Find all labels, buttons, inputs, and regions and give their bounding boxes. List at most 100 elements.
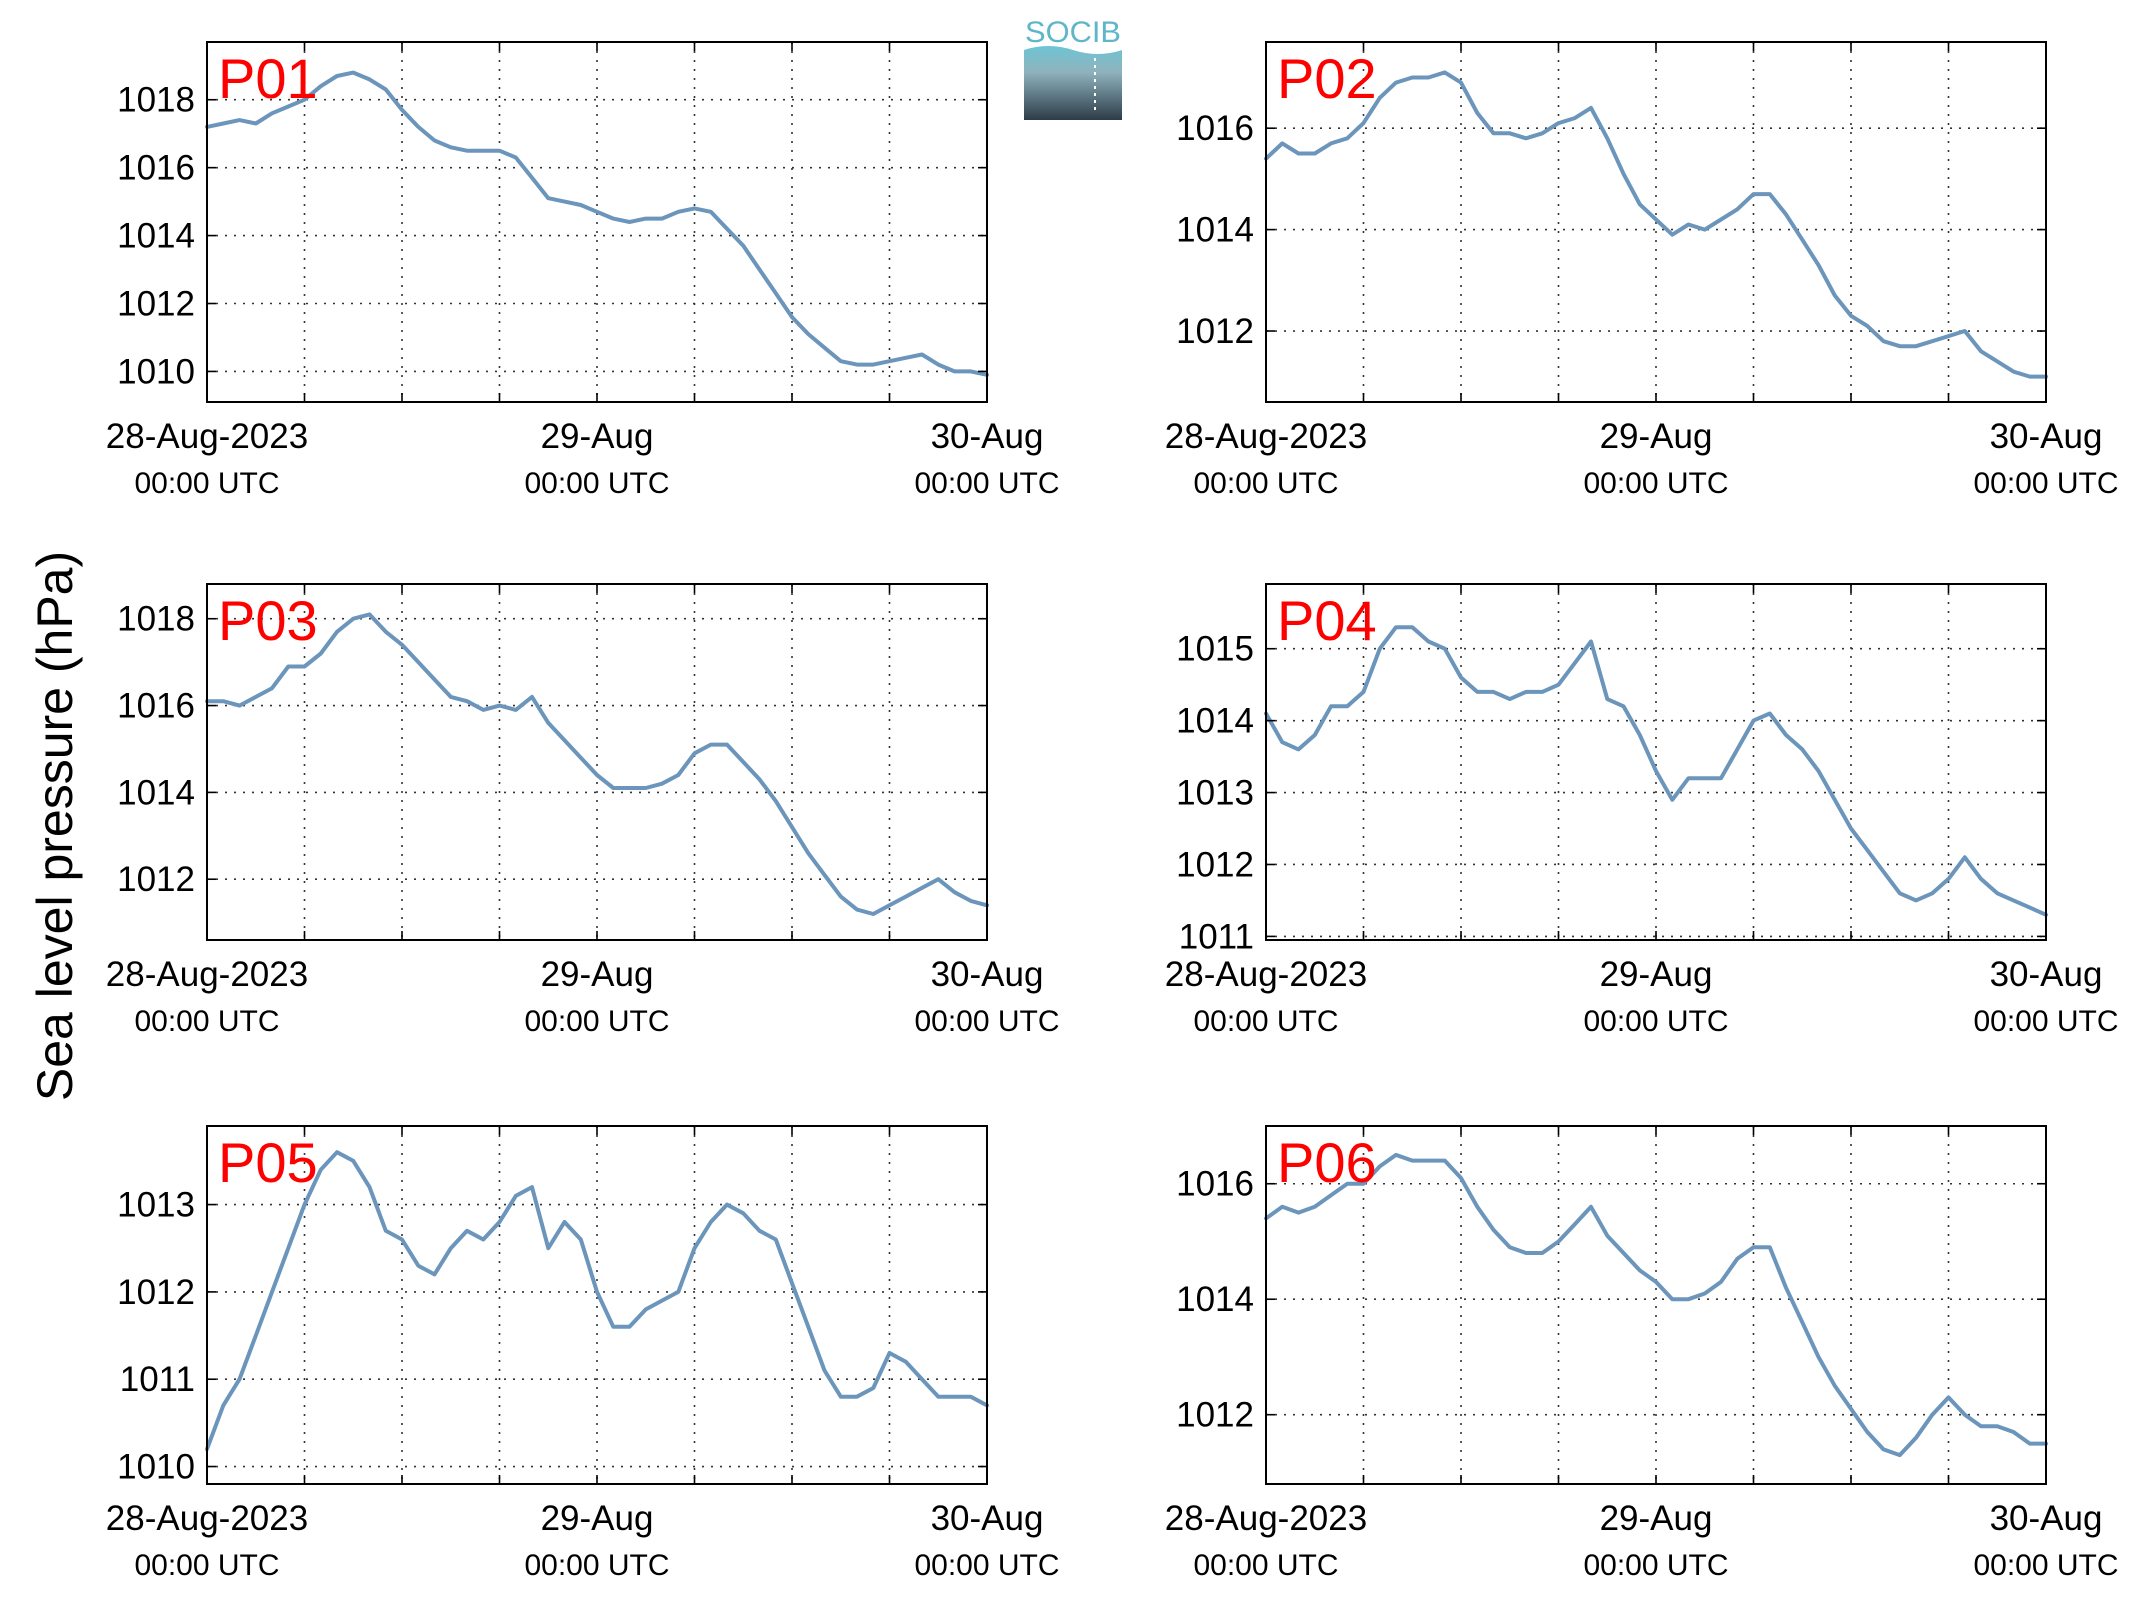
data-point [547, 197, 550, 200]
data-point [1297, 748, 1300, 751]
data-point [1313, 1205, 1316, 1208]
data-point [1801, 748, 1804, 751]
data-point [1898, 1454, 1901, 1457]
data-point [1330, 1194, 1333, 1197]
axes-frame [206, 1125, 988, 1485]
axes-frame [206, 41, 988, 403]
y-tick-label: 1016 [1176, 1165, 1254, 1204]
data-point [1996, 892, 1999, 895]
data-point [726, 227, 729, 230]
data-point [612, 787, 615, 790]
data-point [644, 787, 647, 790]
plot-area [207, 1126, 987, 1484]
x-tick-label-time: 00:00 UTC [1973, 1549, 2118, 1582]
data-point [1590, 1205, 1593, 1208]
data-point [1492, 690, 1495, 693]
data-point [1508, 698, 1511, 701]
series-line-p06 [1264, 1152, 2048, 1458]
data-point [1882, 870, 1885, 873]
data-point [1362, 690, 1365, 693]
data-point [466, 149, 469, 152]
data-point [1508, 1246, 1511, 1249]
data-point [839, 1395, 842, 1398]
y-tick-label: 1010 [117, 352, 195, 391]
x-tick-label-time: 00:00 UTC [1583, 1005, 1728, 1038]
plot-area [1266, 584, 2046, 940]
data-point [596, 210, 599, 213]
data-point [1752, 193, 1755, 196]
data-point [1476, 690, 1479, 693]
data-point [1671, 1298, 1674, 1301]
data-point [336, 1151, 339, 1154]
data-point [417, 661, 420, 664]
data-point [1898, 892, 1901, 895]
data-point [693, 752, 696, 755]
data-point [709, 743, 712, 746]
data-point [449, 1247, 452, 1250]
data-point [856, 1395, 859, 1398]
data-point [1297, 152, 1300, 155]
data-point [953, 370, 956, 373]
data-point [1476, 112, 1479, 115]
data-point [839, 360, 842, 363]
data-point [1947, 1396, 1950, 1399]
data-point [238, 119, 241, 122]
data-point [677, 210, 680, 213]
data-point [1898, 345, 1901, 348]
axes-frame [1265, 41, 2047, 403]
data-point [1638, 203, 1641, 206]
data-point [1785, 1286, 1788, 1289]
data-point [1980, 1425, 1983, 1428]
data-point [856, 363, 859, 366]
data-point [1427, 640, 1430, 643]
data-point [1638, 734, 1641, 737]
data-point [1525, 137, 1528, 140]
data-point [498, 1221, 501, 1224]
chart-panel-p04: 1011 1012 1013 1014 1015 28-Aug-2023 00:00 UTC… [1165, 583, 2119, 1038]
y-tick-label: 1014 [117, 773, 195, 812]
data-point [1427, 76, 1430, 79]
data-point [1573, 117, 1576, 120]
data-point [1768, 1246, 1771, 1249]
data-point [823, 1369, 826, 1372]
data-point [238, 1378, 241, 1381]
data-point [384, 88, 387, 91]
data-point [547, 1247, 550, 1250]
x-tick-label-time: 00:00 UTC [524, 467, 669, 500]
data-point [953, 1395, 956, 1398]
data-point [2028, 1442, 2031, 1445]
data-point [1492, 132, 1495, 135]
data-point [254, 122, 257, 125]
data-point [1443, 71, 1446, 74]
data-point [1655, 218, 1658, 221]
chart-panel-p05: 1010 1011 1012 1013 28-Aug-2023 00:00 UTC 29-A… [106, 1125, 1060, 1582]
y-tick-label: 1016 [117, 687, 195, 726]
data-point [1655, 770, 1658, 773]
data-point [401, 643, 404, 646]
data-point [1508, 132, 1511, 135]
data-point [904, 356, 907, 359]
data-point [1736, 1257, 1739, 1260]
data-point [1557, 683, 1560, 686]
data-point [1768, 712, 1771, 715]
data-point [1460, 676, 1463, 679]
panel-label: P01 [218, 47, 318, 110]
data-point [514, 1194, 517, 1197]
data-point [1590, 640, 1593, 643]
data-point [563, 200, 566, 203]
data-point [368, 613, 371, 616]
data-point [921, 1378, 924, 1381]
data-point [758, 268, 761, 271]
data-point [547, 721, 550, 724]
data-point [319, 1168, 322, 1171]
data-point [1525, 1252, 1528, 1255]
socib-logo: SOCIB [1024, 16, 1122, 120]
x-tick-label-date: 29-Aug [1600, 955, 1713, 994]
data-point [579, 204, 582, 207]
series-line-p01 [205, 70, 989, 377]
x-tick-label-time: 00:00 UTC [914, 467, 1059, 500]
x-tick-label-date: 29-Aug [1600, 1499, 1713, 1538]
panel-label: P03 [218, 589, 318, 652]
data-point [498, 149, 501, 152]
data-point [791, 316, 794, 319]
